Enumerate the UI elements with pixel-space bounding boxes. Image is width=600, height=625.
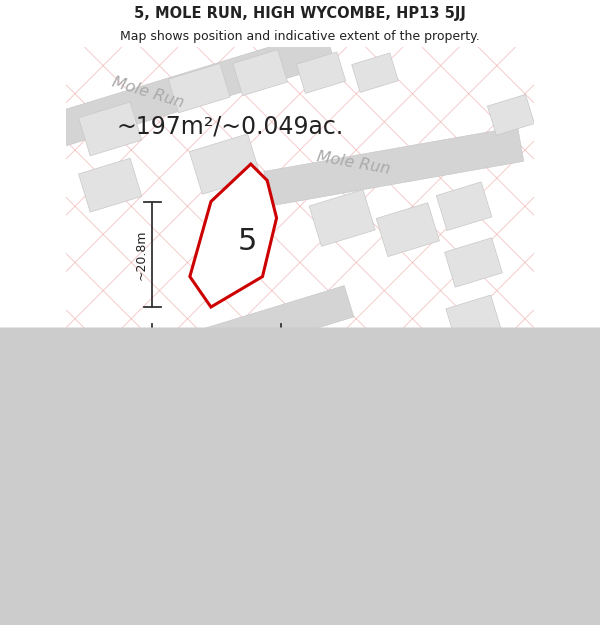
Text: Pheasant Drive: Pheasant Drive xyxy=(284,414,406,456)
Polygon shape xyxy=(79,102,142,156)
Polygon shape xyxy=(446,295,501,343)
Text: Pheasant Drive: Pheasant Drive xyxy=(75,335,196,385)
Polygon shape xyxy=(31,286,354,413)
Text: ~197m²/~0.049ac.: ~197m²/~0.049ac. xyxy=(116,114,343,139)
Text: ~20.8m: ~20.8m xyxy=(134,229,147,279)
Polygon shape xyxy=(244,374,571,479)
Polygon shape xyxy=(190,134,260,194)
Polygon shape xyxy=(233,49,287,96)
Polygon shape xyxy=(352,53,398,92)
Polygon shape xyxy=(487,94,535,135)
Text: Contains OS data © Crown copyright and database right 2021. This information is : Contains OS data © Crown copyright and d… xyxy=(15,518,591,562)
Polygon shape xyxy=(2,30,335,162)
Polygon shape xyxy=(169,63,230,113)
Polygon shape xyxy=(445,238,502,287)
Text: 5, MOLE RUN, HIGH WYCOMBE, HP13 5JJ: 5, MOLE RUN, HIGH WYCOMBE, HP13 5JJ xyxy=(134,6,466,21)
Polygon shape xyxy=(436,182,492,231)
Polygon shape xyxy=(296,52,346,93)
Polygon shape xyxy=(190,164,277,307)
Text: Mole Run: Mole Run xyxy=(110,75,186,111)
Text: 5: 5 xyxy=(238,227,257,256)
Polygon shape xyxy=(264,127,524,206)
Polygon shape xyxy=(309,189,375,246)
Text: Mole Run: Mole Run xyxy=(315,149,391,178)
Text: ~21.8m: ~21.8m xyxy=(191,351,242,364)
Text: Map shows position and indicative extent of the property.: Map shows position and indicative extent… xyxy=(120,30,480,43)
Polygon shape xyxy=(79,158,142,212)
Polygon shape xyxy=(376,202,439,257)
